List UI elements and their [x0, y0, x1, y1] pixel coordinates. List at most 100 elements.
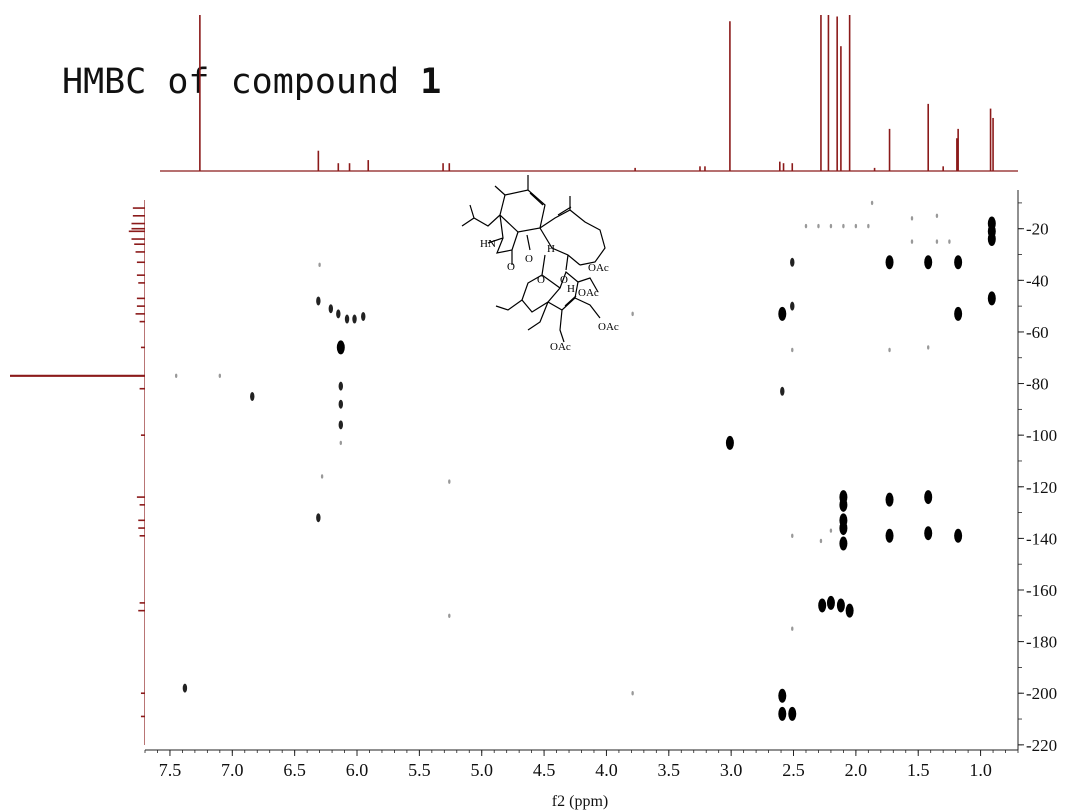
faint-cross-peak	[910, 216, 914, 221]
faint-cross-peak	[829, 223, 833, 229]
faint-cross-peak	[318, 262, 321, 268]
y-tick-label: -60	[1026, 323, 1049, 342]
faint-cross-peak	[218, 373, 222, 379]
faint-cross-peak	[948, 239, 951, 244]
weak-cross-peak	[250, 391, 255, 401]
faint-cross-peak	[842, 223, 845, 229]
weak-cross-peak	[336, 309, 341, 319]
faint-cross-peak	[339, 440, 343, 446]
weak-cross-peak	[182, 683, 188, 693]
x-tick-label: 5.0	[470, 760, 493, 780]
x-tick-label: 5.5	[408, 760, 431, 780]
label-oac2: OAc	[578, 287, 599, 299]
cross-peak	[954, 528, 963, 543]
x-axis-ticks: 7.5 7.0 6.5 6.0 5.5 5.0 4.5 4.0 3.5 3.0 2.5 2.0 1.5 1…	[144, 750, 1019, 780]
x-tick-label: 4.5	[533, 760, 556, 780]
faint-cross-peak	[854, 223, 858, 229]
label-oac4: OAc	[550, 341, 571, 353]
cross-peak	[788, 706, 797, 721]
cross-peak	[924, 255, 933, 270]
faint-cross-peak	[829, 528, 833, 533]
chart-title-text: HMBC of compound	[62, 62, 421, 102]
cross-peak	[839, 497, 848, 512]
x-tick-label: 6.5	[283, 760, 306, 780]
cross-peak	[778, 688, 787, 703]
faint-cross-peak	[320, 474, 324, 479]
y-tick-label: -80	[1026, 375, 1049, 394]
cross-peak	[954, 306, 963, 321]
cross-peak	[336, 340, 345, 355]
cross-peak	[885, 492, 894, 507]
cross-peak	[987, 291, 996, 306]
cross-peak	[778, 706, 787, 721]
label-o3: O	[560, 274, 568, 286]
y-tick-label: -200	[1026, 684, 1057, 703]
faint-cross-peak	[927, 345, 930, 350]
cross-peak	[885, 528, 894, 543]
x-tick-label: 4.0	[595, 760, 618, 780]
faint-cross-peak	[631, 691, 634, 696]
y-tick-label: -180	[1026, 633, 1057, 652]
label-hn: HN	[480, 238, 496, 250]
label-o1: O	[507, 261, 515, 273]
label-oac1: OAc	[588, 262, 609, 274]
cross-peak	[818, 598, 827, 613]
weak-cross-peak	[338, 399, 344, 409]
y-tick-label: -20	[1026, 220, 1049, 239]
label-h1: H	[547, 243, 555, 255]
x-tick-label: 6.0	[346, 760, 369, 780]
faint-cross-peak	[631, 311, 634, 317]
cross-peak	[725, 435, 734, 450]
faint-cross-peak	[174, 373, 178, 379]
x-tick-label: 7.5	[159, 760, 182, 780]
faint-cross-peak	[791, 626, 794, 631]
cross-peak	[987, 232, 996, 247]
weak-cross-peak	[790, 257, 795, 267]
faint-cross-peak	[910, 239, 914, 244]
y-tick-label: -220	[1026, 736, 1057, 755]
weak-cross-peak	[338, 420, 344, 430]
faint-cross-peak	[791, 347, 794, 353]
y-tick-label: -160	[1026, 581, 1057, 600]
structure-labels: HN O O H OAc O O H OAc OAc OAc	[480, 238, 619, 353]
x-tick-label: 7.0	[221, 760, 244, 780]
weak-cross-peak	[316, 296, 321, 306]
cross-peak	[845, 603, 854, 618]
cross-peaks	[174, 200, 996, 721]
y-axis-ticks: -20 -40 -60 -80 -100 -120 -140 -160 -180 -200 -220	[1018, 202, 1057, 755]
cross-peak	[885, 255, 894, 270]
carbon-projection	[10, 200, 146, 745]
label-oac3: OAc	[598, 321, 619, 333]
y-tick-label: -40	[1026, 271, 1049, 290]
faint-cross-peak	[867, 223, 870, 229]
cross-peak	[839, 536, 848, 551]
chart-title: HMBC of compound 1	[62, 62, 441, 102]
label-h2: H	[567, 283, 575, 295]
plot-area	[145, 190, 1020, 750]
faint-cross-peak	[448, 613, 451, 619]
x-axis-label: f2 (ppm)	[552, 793, 608, 810]
x-tick-label: 1.0	[969, 760, 992, 780]
faint-cross-peak	[804, 223, 808, 229]
faint-cross-peak	[791, 533, 794, 539]
weak-cross-peak	[352, 314, 357, 324]
weak-cross-peak	[338, 381, 344, 391]
cross-peak	[836, 598, 845, 613]
faint-cross-peak	[870, 200, 874, 206]
faint-cross-peak	[888, 347, 891, 353]
cross-peak	[839, 521, 848, 536]
faint-cross-peak	[935, 213, 939, 219]
cross-peak	[826, 595, 835, 610]
weak-cross-peak	[344, 314, 350, 324]
weak-cross-peak	[780, 386, 785, 396]
label-o-ring: O	[537, 274, 545, 286]
faint-cross-peak	[935, 239, 939, 244]
cross-peak	[924, 526, 933, 541]
x-tick-label: 2.0	[845, 760, 868, 780]
y-tick-label: -140	[1026, 529, 1057, 548]
x-tick-label: 3.0	[720, 760, 743, 780]
weak-cross-peak	[328, 304, 334, 314]
chemical-structure	[461, 175, 606, 343]
faint-cross-peak	[448, 479, 451, 484]
